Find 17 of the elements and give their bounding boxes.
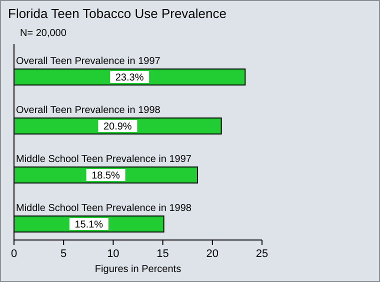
chart-subtitle: N= 20,000: [20, 28, 67, 39]
y-tick-label: Middle School Teen Prevalence in 1998: [16, 203, 192, 214]
data-label: 18.5%: [92, 170, 120, 182]
x-tick-label: 10: [107, 248, 120, 260]
data-label: 20.9%: [103, 122, 132, 132]
chart-title: Florida Teen Tobacco Use Prevalence: [8, 6, 226, 21]
y-tick-label: Middle School Teen Prevalence in 1997: [16, 154, 192, 165]
x-tick-label: 5: [60, 248, 67, 260]
x-tick-label: 0: [10, 248, 18, 260]
x-tick-label: 25: [256, 248, 268, 260]
x-tick-label: 20: [206, 248, 219, 260]
data-label: 23.3%: [115, 72, 144, 84]
y-tick-label: Overall Teen Prevalence in 1997: [16, 56, 161, 67]
x-tick-label: 15: [156, 248, 169, 260]
x-axis-title: Figures in Percents: [94, 264, 182, 275]
y-tick-label: Overall Teen Prevalence in 1998: [16, 105, 161, 116]
data-label: 15.1%: [74, 220, 104, 230]
